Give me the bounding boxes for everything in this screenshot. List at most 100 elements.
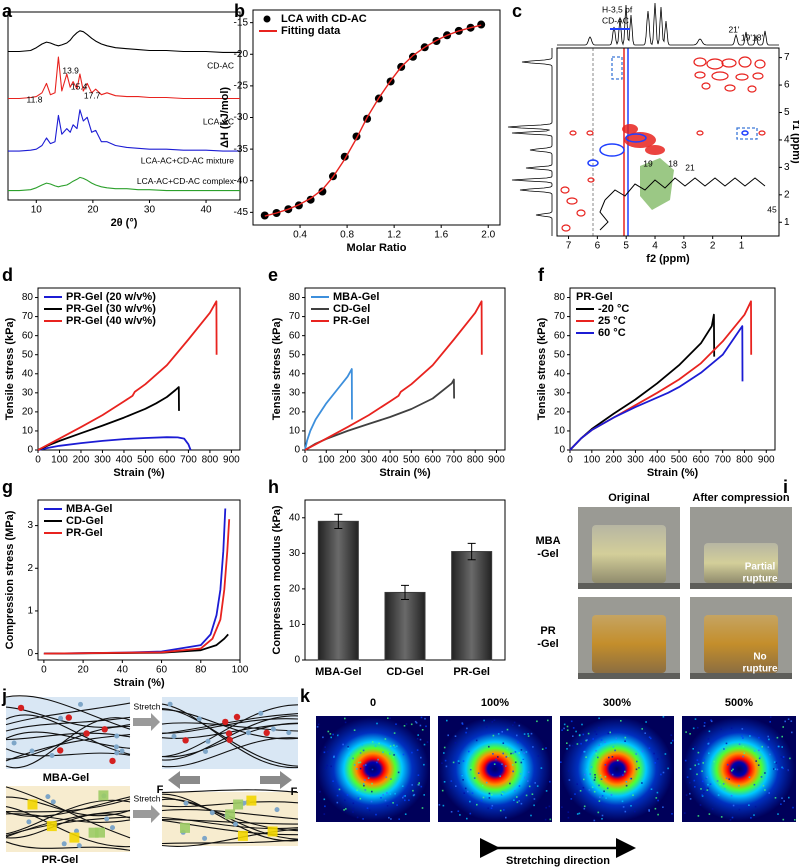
speckle xyxy=(505,756,508,758)
speckle xyxy=(388,816,390,819)
speckle xyxy=(545,747,547,749)
y-tick-label: 5 xyxy=(784,107,790,118)
speckle xyxy=(462,760,465,762)
cross-peak xyxy=(721,58,737,68)
speckle xyxy=(703,725,706,727)
speckle xyxy=(548,805,551,808)
y-axis-label: Tensile stress (kPa) xyxy=(536,317,548,420)
speckle xyxy=(366,807,369,809)
molecule xyxy=(78,701,83,707)
speckle xyxy=(753,783,756,786)
speckle xyxy=(389,793,392,795)
structure-label: 21 xyxy=(685,162,695,172)
crosslink xyxy=(222,718,229,726)
y-tick-label: 0 xyxy=(294,445,300,456)
speckle xyxy=(653,752,655,755)
speckle xyxy=(759,756,762,758)
crosslink xyxy=(263,729,270,736)
y-tick-label: 80 xyxy=(289,292,301,303)
data-line xyxy=(8,30,240,53)
speckle xyxy=(326,751,329,753)
cyclodextrin-ring xyxy=(88,827,99,838)
speckle xyxy=(624,810,627,813)
speckle xyxy=(764,772,766,774)
speckle xyxy=(657,813,659,816)
speckle xyxy=(781,797,783,799)
speckle xyxy=(477,772,480,774)
speckle xyxy=(514,790,516,792)
molecule xyxy=(233,821,238,827)
speckle xyxy=(781,746,783,748)
speckle xyxy=(741,728,744,730)
speckle xyxy=(561,806,563,808)
speckle xyxy=(469,800,471,803)
strain-label: 100% xyxy=(481,697,509,709)
speckle xyxy=(393,754,395,756)
table-surface xyxy=(578,583,680,589)
y-axis-label: Tensile stress (kPa) xyxy=(271,317,283,420)
x-axis-label: f2 (ppm) xyxy=(646,253,690,265)
x-tick-label: 900 xyxy=(758,455,775,466)
molecule xyxy=(50,799,56,805)
speckle xyxy=(592,738,594,740)
speckle xyxy=(345,808,347,810)
speckle xyxy=(594,776,596,779)
x-tick-label: 500 xyxy=(137,455,154,466)
speckle xyxy=(641,728,643,730)
speckle xyxy=(414,720,417,723)
speckle xyxy=(443,752,445,754)
polymer-chain xyxy=(5,813,131,823)
speckle xyxy=(753,750,756,752)
cross-peak xyxy=(599,143,625,157)
speckle xyxy=(371,741,374,743)
speckle xyxy=(337,734,339,737)
force-label: F xyxy=(157,784,164,796)
speckle xyxy=(389,753,391,755)
speckle xyxy=(336,801,339,804)
speckle xyxy=(742,745,745,748)
speckle xyxy=(338,788,341,791)
speckle xyxy=(471,792,474,794)
crosslink xyxy=(101,726,108,733)
speckle xyxy=(495,758,497,761)
speckle xyxy=(664,753,667,755)
speckle xyxy=(525,751,528,753)
speckle xyxy=(501,791,504,793)
speckle xyxy=(415,722,418,724)
speckle xyxy=(716,780,719,782)
speckle xyxy=(574,793,576,795)
x-tick-label: 10 xyxy=(31,205,43,216)
speckle xyxy=(773,768,775,770)
speckle xyxy=(655,797,658,799)
speckle xyxy=(421,729,424,731)
y-tick-label: 7 xyxy=(784,52,790,63)
speckle xyxy=(473,777,476,779)
speckle xyxy=(469,768,472,771)
speckle xyxy=(645,721,647,723)
speckle xyxy=(600,743,602,745)
x-axis-label: Strain (%) xyxy=(113,677,165,689)
speckle xyxy=(614,741,616,744)
y-tick-label: 30 xyxy=(22,387,34,398)
speckle xyxy=(579,790,582,792)
speckle xyxy=(441,789,444,792)
x-tick-label: PR-Gel xyxy=(453,666,490,678)
speckle xyxy=(499,809,502,812)
speckle xyxy=(323,751,326,754)
speckle xyxy=(597,756,599,759)
gel-sample xyxy=(592,525,666,583)
speckle xyxy=(750,817,752,819)
speckle xyxy=(475,739,478,742)
polymer-chain xyxy=(161,715,299,761)
photo-note: Partial xyxy=(745,562,776,573)
speckle xyxy=(534,782,536,784)
speckle xyxy=(404,813,407,815)
x-tick-label: 200 xyxy=(339,455,356,466)
speckle xyxy=(784,720,786,723)
cyclodextrin-ring xyxy=(27,799,38,810)
speckle xyxy=(469,812,472,815)
molecule xyxy=(209,810,215,816)
speckle xyxy=(595,733,598,735)
speckle xyxy=(587,732,590,735)
